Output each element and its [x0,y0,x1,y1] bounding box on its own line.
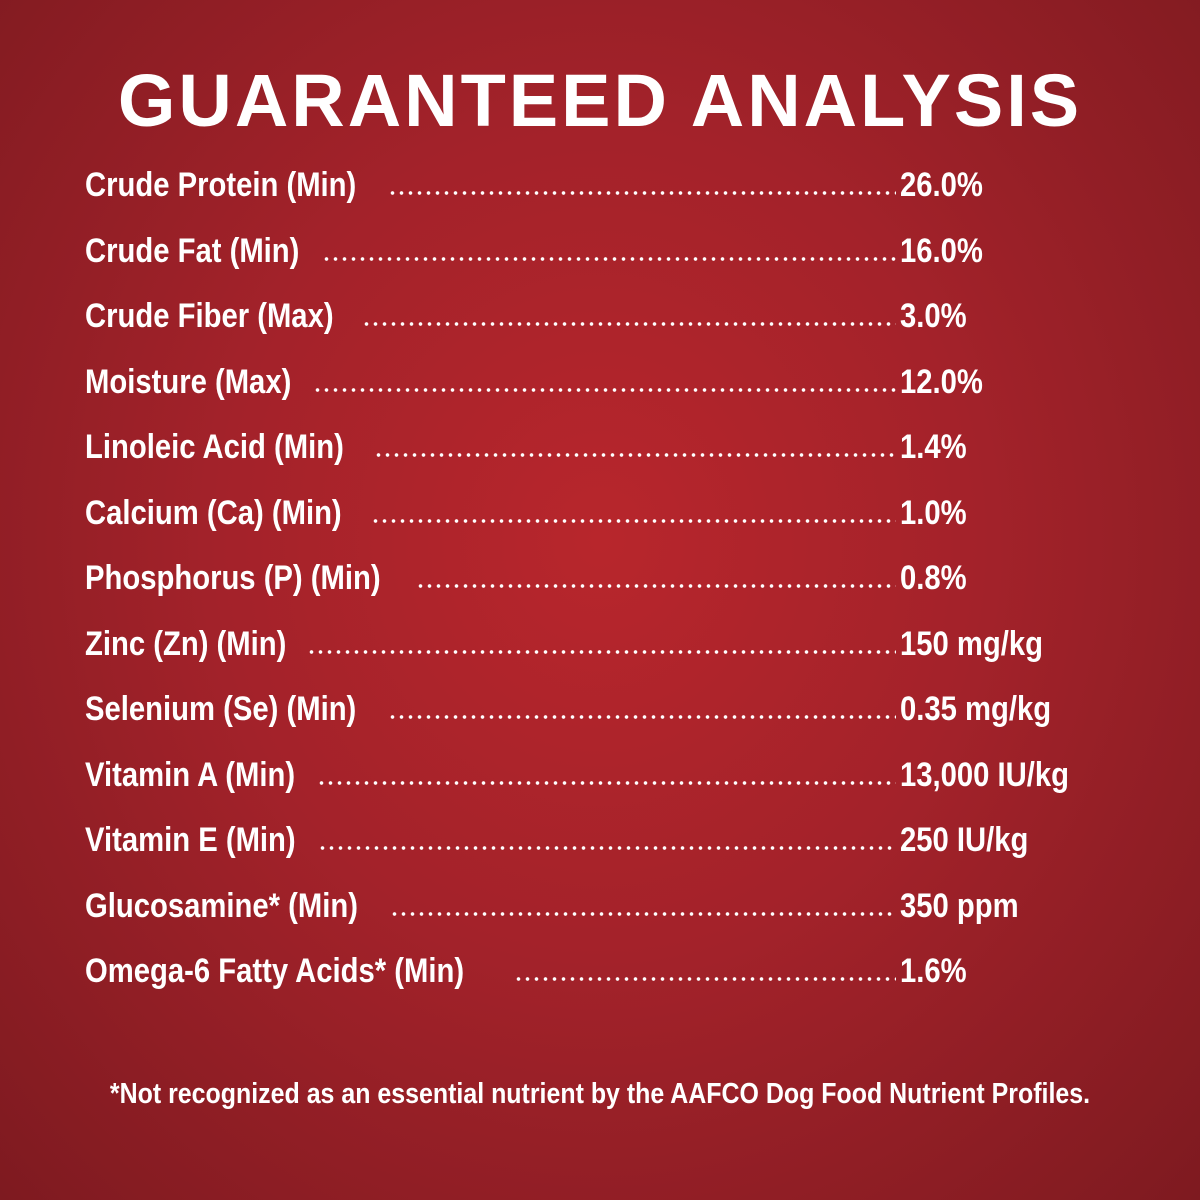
nutrient-value: 1.4% [900,428,967,466]
nutrient-value: 26.0% [900,166,983,204]
nutrient-value: 350 ppm [900,886,1019,925]
row-lead: Crude Fat (Min) [85,232,900,271]
dot-leader [317,845,896,851]
dot-leader [317,779,896,786]
analysis-row: Crude Protein (Min) 26.0% [85,166,1145,232]
row-lead: Crude Protein (Min) [85,166,900,205]
analysis-row: Omega-6 Fatty Acids* (Min) 1.6% [85,952,1145,1018]
analysis-row: Phosphorus (P) (Min) 0.8% [85,559,1145,625]
analysis-row: Glucosamine* (Min) 350 ppm [85,887,1145,953]
nutrient-label: Calcium (Ca) (Min) [85,493,342,532]
analysis-row: Vitamin E (Min) 250 IU/kg [85,821,1145,887]
nutrient-label: Linoleic Acid (Min) [85,428,344,466]
row-lead: Selenium (Se) (Min) [85,690,900,729]
nutrient-value: 1.6% [900,952,967,990]
nutrient-label: Crude Fat (Min) [85,231,300,270]
nutrient-label: Zinc (Zn) (Min) [85,624,287,663]
dot-leader [306,648,896,655]
analysis-row: Calcium (Ca) (Min) 1.0% [85,494,1145,560]
row-lead: Calcium (Ca) (Min) [85,494,900,533]
dot-leader [416,583,896,589]
nutrient-value: 3.0% [900,297,967,335]
dot-leader [388,190,896,196]
nutrient-value: 0.35 mg/kg [900,690,1052,728]
row-lead: Vitamin E (Min) [85,821,900,860]
dot-leader [322,255,896,262]
nutrient-value: 12.0% [900,362,983,401]
dot-leader [373,452,896,458]
nutrient-label: Crude Protein (Min) [85,166,357,204]
title: GUARANTEED ANALYSIS [117,59,1083,142]
nutrient-value: 250 IU/kg [900,821,1029,859]
row-lead: Omega-6 Fatty Acids* (Min) [85,952,900,991]
nutrient-value: 16.0% [900,231,983,270]
analysis-row: Crude Fat (Min) 16.0% [85,232,1145,298]
nutrient-value: 1.0% [900,493,967,532]
nutrient-label: Moisture (Max) [85,362,292,401]
analysis-row: Crude Fiber (Max) 3.0% [85,297,1145,363]
nutrient-value: 13,000 IU/kg [900,755,1070,794]
nutrient-value: 150 mg/kg [900,624,1044,663]
dot-leader [371,517,896,524]
row-lead: Vitamin A (Min) [85,756,900,795]
analysis-row: Zinc (Zn) (Min) 150 mg/kg [85,625,1145,691]
dot-leader [513,976,896,982]
row-lead: Zinc (Zn) (Min) [85,625,900,664]
analysis-row: Selenium (Se) (Min) 0.35 mg/kg [85,690,1145,756]
row-lead: Phosphorus (P) (Min) [85,559,900,598]
nutrient-value: 0.8% [900,559,967,597]
nutrient-label: Phosphorus (P) (Min) [85,559,381,597]
nutrient-label: Vitamin E (Min) [85,821,296,859]
analysis-row: Vitamin A (Min) 13,000 IU/kg [85,756,1145,822]
nutrient-label: Omega-6 Fatty Acids* (Min) [85,952,465,990]
analysis-row: Moisture (Max) 12.0% [85,363,1145,429]
analysis-row: Linoleic Acid (Min) 1.4% [85,428,1145,494]
dot-leader [390,910,896,917]
nutrient-label: Vitamin A (Min) [85,755,296,794]
row-lead: Linoleic Acid (Min) [85,428,900,467]
row-lead: Crude Fiber (Max) [85,297,900,336]
footnote: *Not recognized as an essential nutrient… [109,1078,1091,1110]
dot-leader [361,321,896,327]
dot-leader [388,714,896,720]
row-lead: Moisture (Max) [85,363,900,402]
nutrient-label: Glucosamine* (Min) [85,886,358,925]
nutrient-label: Selenium (Se) (Min) [85,690,357,728]
dot-leader [312,386,896,393]
nutrient-label: Crude Fiber (Max) [85,297,334,335]
row-lead: Glucosamine* (Min) [85,887,900,926]
analysis-list: Crude Protein (Min) 26.0% Crude Fat (Min) 1… [85,166,1145,1018]
